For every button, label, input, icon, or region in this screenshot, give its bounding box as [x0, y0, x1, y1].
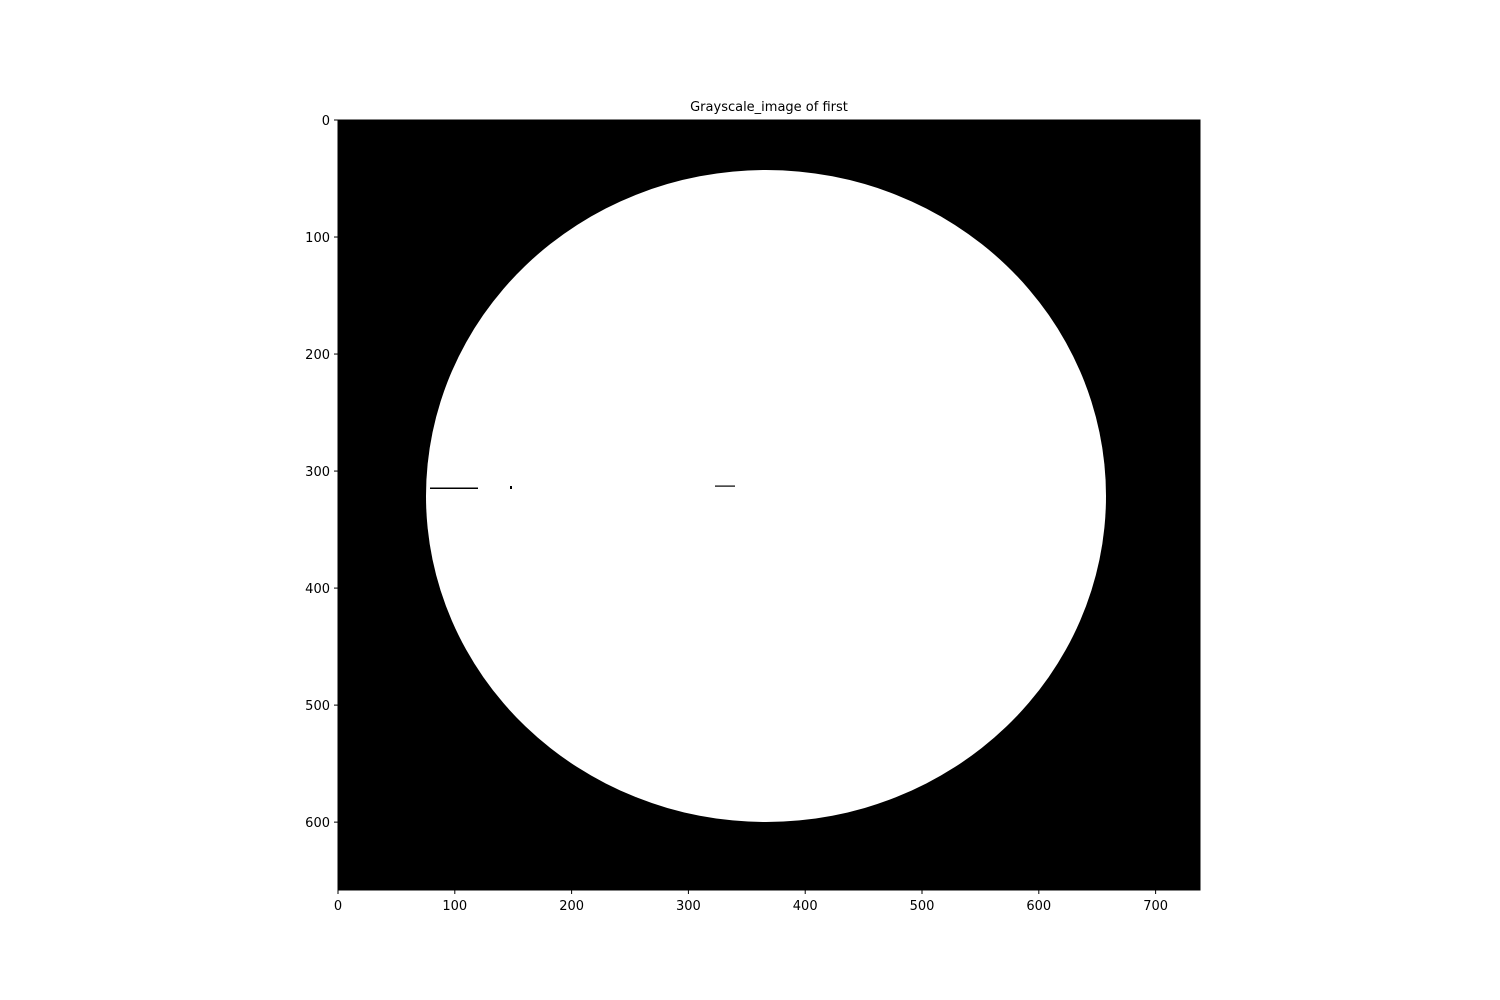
y-tick-label: 0 — [322, 114, 330, 129]
image-defect — [715, 485, 735, 487]
x-tick-label: 500 — [910, 899, 935, 914]
image-blob — [426, 170, 1106, 822]
x-tick-label: 400 — [793, 899, 818, 914]
y-tick-label: 100 — [305, 231, 330, 246]
y-tick-label: 200 — [305, 348, 330, 363]
x-tick-label: 200 — [559, 899, 584, 914]
y-tick-label: 300 — [305, 465, 330, 480]
x-tick-label: 600 — [1026, 899, 1051, 914]
axes-frame — [337, 119, 1201, 891]
image-defect — [510, 486, 512, 489]
x-tick-label: 700 — [1143, 899, 1168, 914]
x-tick-label: 100 — [442, 899, 467, 914]
y-tick-label: 400 — [305, 582, 330, 597]
y-tick-label: 500 — [305, 699, 330, 714]
x-tick-label: 0 — [334, 899, 342, 914]
y-tick-label: 600 — [305, 816, 330, 831]
chart-title: Grayscale_image of first — [690, 100, 848, 115]
image-defect — [430, 487, 478, 489]
x-tick-label: 300 — [676, 899, 701, 914]
